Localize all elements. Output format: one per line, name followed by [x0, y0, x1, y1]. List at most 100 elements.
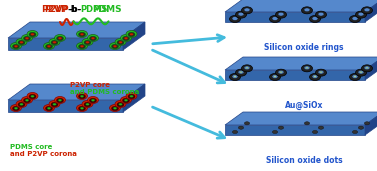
Ellipse shape: [128, 32, 135, 37]
Ellipse shape: [12, 44, 20, 49]
Ellipse shape: [126, 30, 137, 37]
Ellipse shape: [77, 104, 87, 111]
Text: P2VP: P2VP: [41, 4, 68, 14]
Ellipse shape: [20, 103, 23, 105]
Ellipse shape: [352, 130, 358, 134]
Ellipse shape: [109, 104, 121, 111]
Ellipse shape: [230, 74, 241, 81]
Ellipse shape: [318, 126, 323, 129]
Ellipse shape: [91, 99, 95, 101]
Polygon shape: [225, 70, 365, 80]
Ellipse shape: [20, 41, 23, 43]
Ellipse shape: [354, 76, 356, 77]
Ellipse shape: [77, 93, 87, 100]
Ellipse shape: [49, 101, 60, 108]
Text: PDMS: PDMS: [80, 4, 108, 14]
Ellipse shape: [359, 126, 364, 129]
Ellipse shape: [29, 32, 36, 37]
Ellipse shape: [23, 98, 31, 103]
Ellipse shape: [16, 38, 27, 45]
Text: and PDMS corona: and PDMS corona: [70, 89, 139, 95]
Polygon shape: [225, 12, 365, 22]
Ellipse shape: [352, 75, 358, 78]
Ellipse shape: [80, 95, 84, 97]
Ellipse shape: [27, 30, 38, 37]
Ellipse shape: [276, 69, 287, 76]
Ellipse shape: [123, 36, 130, 41]
Ellipse shape: [365, 122, 369, 125]
Ellipse shape: [51, 102, 58, 107]
Ellipse shape: [31, 33, 34, 35]
Ellipse shape: [12, 106, 20, 111]
Ellipse shape: [242, 7, 253, 14]
Ellipse shape: [126, 93, 137, 100]
Ellipse shape: [304, 66, 310, 70]
Ellipse shape: [87, 96, 98, 103]
Ellipse shape: [43, 43, 55, 49]
Ellipse shape: [119, 103, 122, 105]
Ellipse shape: [27, 93, 38, 100]
Ellipse shape: [242, 65, 253, 72]
Ellipse shape: [14, 107, 18, 109]
Ellipse shape: [109, 43, 121, 49]
Ellipse shape: [232, 75, 238, 78]
Ellipse shape: [46, 106, 52, 111]
Text: Silicon oxide rings: Silicon oxide rings: [264, 43, 344, 52]
Ellipse shape: [366, 67, 368, 69]
Polygon shape: [8, 100, 123, 112]
Ellipse shape: [84, 102, 91, 107]
Ellipse shape: [31, 95, 34, 97]
Text: Silicon oxide dots: Silicon oxide dots: [266, 156, 342, 165]
Ellipse shape: [121, 96, 132, 103]
Ellipse shape: [84, 40, 91, 45]
Ellipse shape: [119, 41, 122, 43]
Ellipse shape: [128, 94, 135, 99]
Ellipse shape: [58, 99, 62, 101]
Ellipse shape: [349, 74, 360, 81]
Ellipse shape: [362, 7, 372, 14]
Ellipse shape: [278, 126, 284, 129]
Ellipse shape: [304, 122, 310, 125]
Text: PDMS: PDMS: [92, 4, 122, 14]
Polygon shape: [8, 84, 145, 100]
Polygon shape: [123, 84, 145, 112]
Ellipse shape: [18, 40, 25, 45]
Ellipse shape: [55, 35, 66, 42]
Ellipse shape: [89, 36, 97, 41]
Ellipse shape: [310, 74, 320, 81]
Ellipse shape: [112, 106, 118, 111]
Ellipse shape: [82, 38, 93, 45]
Ellipse shape: [124, 37, 128, 39]
Ellipse shape: [11, 104, 21, 111]
Ellipse shape: [121, 35, 132, 42]
Ellipse shape: [115, 38, 126, 45]
Ellipse shape: [236, 69, 247, 76]
Ellipse shape: [236, 11, 247, 18]
Polygon shape: [225, 57, 377, 70]
Ellipse shape: [11, 43, 21, 49]
Ellipse shape: [80, 45, 84, 47]
Ellipse shape: [280, 71, 282, 73]
Ellipse shape: [77, 43, 87, 49]
Ellipse shape: [244, 8, 250, 12]
Ellipse shape: [115, 101, 126, 108]
Ellipse shape: [18, 102, 25, 107]
Ellipse shape: [360, 71, 362, 73]
Ellipse shape: [57, 98, 63, 103]
Ellipse shape: [80, 107, 84, 109]
Ellipse shape: [278, 12, 284, 16]
Ellipse shape: [78, 44, 86, 49]
Ellipse shape: [274, 76, 276, 77]
Ellipse shape: [244, 122, 250, 125]
Ellipse shape: [25, 99, 29, 101]
Ellipse shape: [318, 12, 324, 16]
Ellipse shape: [302, 65, 313, 72]
Polygon shape: [365, 112, 377, 135]
Ellipse shape: [47, 107, 51, 109]
Polygon shape: [225, 0, 377, 12]
Ellipse shape: [21, 35, 32, 42]
Ellipse shape: [51, 40, 58, 45]
Ellipse shape: [314, 76, 316, 77]
Ellipse shape: [356, 11, 366, 18]
Ellipse shape: [312, 75, 318, 78]
